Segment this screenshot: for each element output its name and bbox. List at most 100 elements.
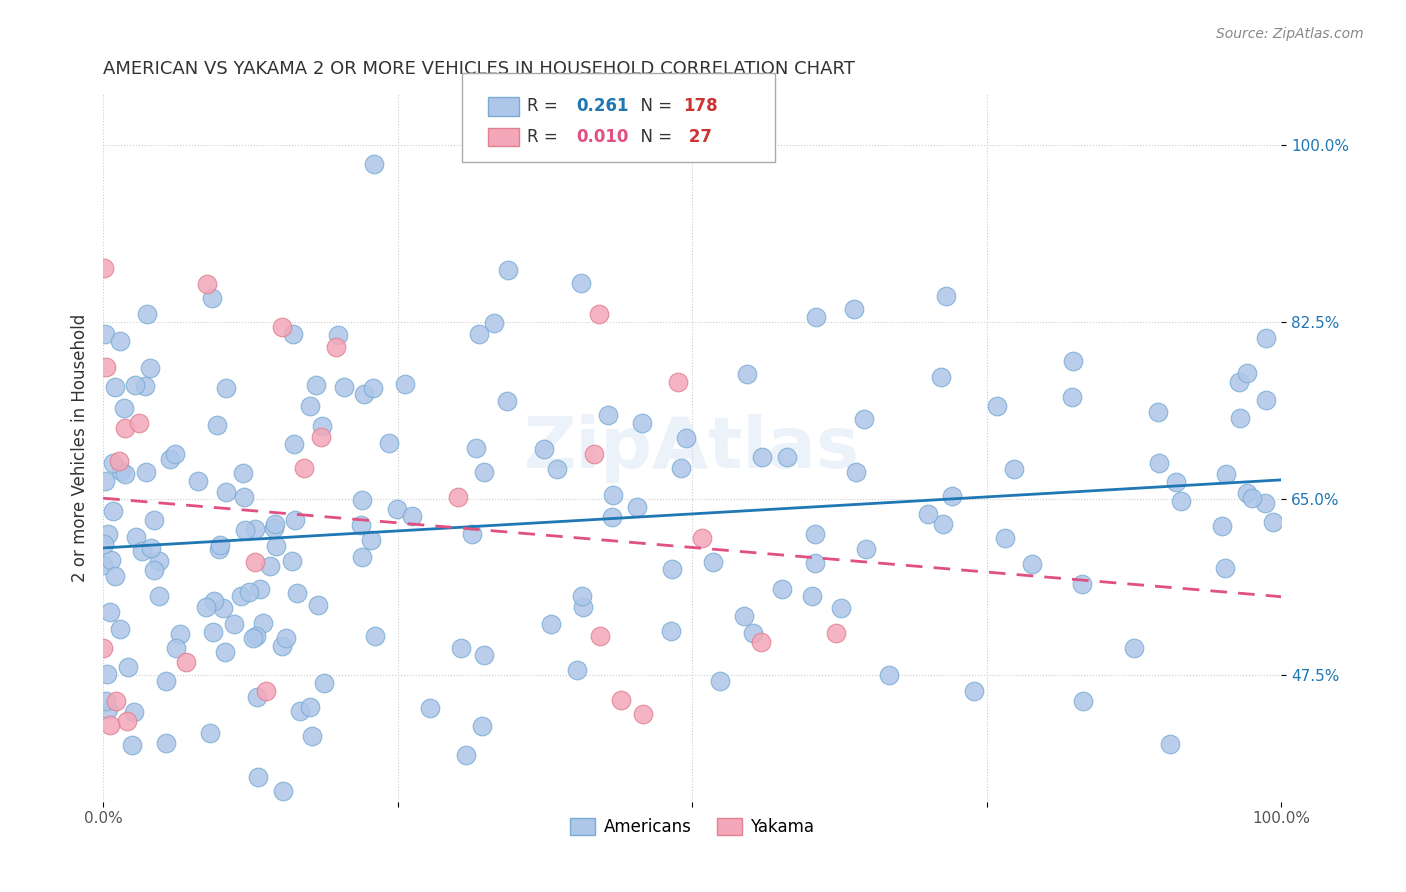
Point: [292, 461, 315, 475]
Point: [454, 747, 477, 762]
Point: [472, 648, 495, 662]
Point: [93, 326, 115, 341]
Point: [666, 376, 689, 390]
Point: [96, 360, 118, 375]
Point: [200, 726, 222, 740]
Point: [935, 289, 957, 303]
Point: [142, 563, 165, 577]
Point: [311, 418, 333, 433]
Text: ZipAtlas: ZipAtlas: [524, 414, 860, 483]
Text: N =: N =: [630, 97, 678, 115]
Point: [1241, 491, 1264, 505]
Point: [139, 361, 162, 376]
Point: [1170, 494, 1192, 508]
Point: [91, 641, 114, 656]
Point: [104, 380, 127, 394]
Point: [205, 417, 228, 432]
Point: [242, 631, 264, 645]
Point: [741, 626, 763, 640]
Point: [114, 467, 136, 482]
Point: [298, 399, 321, 413]
Point: [93, 260, 115, 275]
Point: [602, 488, 624, 502]
Point: [247, 770, 270, 784]
Point: [108, 454, 131, 468]
Point: [571, 589, 593, 603]
Point: [669, 460, 692, 475]
Point: [105, 693, 128, 707]
Point: [1159, 737, 1181, 751]
Point: [1215, 467, 1237, 481]
Point: [254, 684, 277, 698]
Point: [804, 527, 827, 541]
Point: [631, 706, 654, 721]
Point: [252, 615, 274, 630]
Point: [108, 622, 131, 636]
Point: [468, 326, 491, 341]
Point: [385, 502, 408, 516]
Point: [540, 617, 562, 632]
Point: [155, 736, 177, 750]
Point: [830, 601, 852, 615]
Point: [1070, 577, 1092, 591]
Point: [143, 513, 166, 527]
Point: [333, 379, 356, 393]
Point: [312, 676, 335, 690]
Point: [1002, 462, 1025, 476]
Point: [364, 629, 387, 643]
Point: [148, 553, 170, 567]
Text: N =: N =: [630, 128, 678, 146]
Point: [131, 544, 153, 558]
Point: [401, 508, 423, 523]
Point: [197, 277, 219, 292]
Point: [1227, 375, 1250, 389]
Point: [471, 719, 494, 733]
Point: [284, 513, 307, 527]
Point: [845, 465, 868, 479]
Point: [498, 262, 520, 277]
Point: [800, 589, 823, 603]
Point: [496, 394, 519, 409]
Point: [249, 582, 271, 597]
Point: [215, 381, 238, 395]
FancyBboxPatch shape: [463, 73, 775, 161]
Point: [749, 635, 772, 649]
Point: [169, 627, 191, 641]
Point: [155, 674, 177, 689]
Point: [270, 639, 292, 653]
Point: [804, 557, 827, 571]
Point: [1263, 515, 1285, 529]
Point: [582, 447, 605, 461]
Point: [148, 589, 170, 603]
Point: [963, 683, 986, 698]
Point: [363, 157, 385, 171]
Point: [353, 387, 375, 401]
Point: [281, 554, 304, 568]
Point: [917, 507, 939, 521]
Point: [565, 664, 588, 678]
Point: [419, 700, 441, 714]
Point: [94, 474, 117, 488]
Point: [229, 589, 252, 603]
Point: [842, 302, 865, 317]
Point: [96, 667, 118, 681]
Point: [929, 370, 952, 384]
Text: AMERICAN VS YAKAMA 2 OR MORE VEHICLES IN HOUSEHOLD CORRELATION CHART: AMERICAN VS YAKAMA 2 OR MORE VEHICLES IN…: [103, 60, 855, 78]
Point: [135, 308, 157, 322]
Point: [271, 784, 294, 798]
Point: [215, 485, 238, 500]
Point: [305, 377, 328, 392]
Point: [117, 714, 139, 728]
Point: [281, 327, 304, 342]
Point: [114, 421, 136, 435]
Point: [659, 624, 682, 638]
Point: [1254, 496, 1277, 510]
Point: [163, 446, 186, 460]
Point: [222, 617, 245, 632]
Point: [465, 441, 488, 455]
Point: [1071, 694, 1094, 708]
Point: [93, 537, 115, 551]
Point: [101, 504, 124, 518]
Point: [1147, 405, 1170, 419]
Point: [378, 435, 401, 450]
